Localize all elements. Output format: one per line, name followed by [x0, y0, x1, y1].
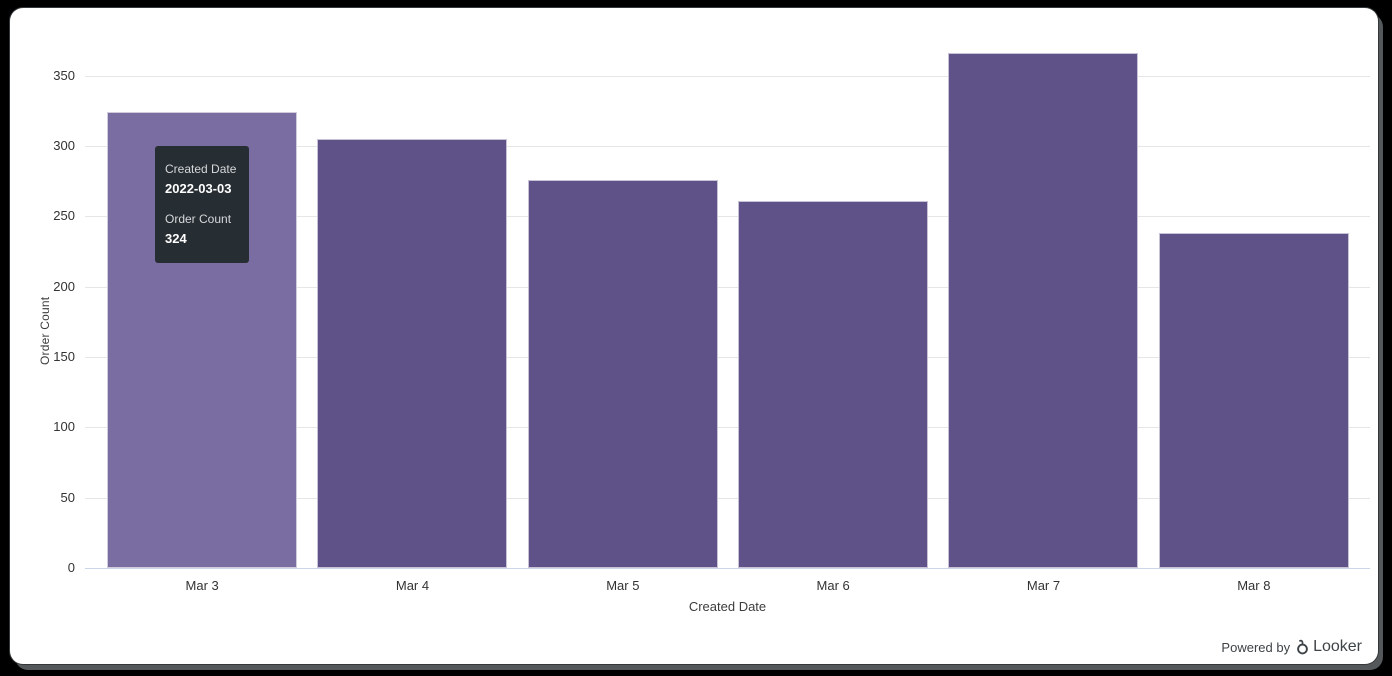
chart-panel: Order Count 0 50 100 150 200 250 300 350 Mar 3 M…	[10, 8, 1378, 664]
tooltip-value: 324	[165, 231, 187, 246]
tooltip-group-date: Created Date 2022-03-03	[165, 160, 239, 198]
bar-mar-7[interactable]	[948, 53, 1139, 568]
tooltip-label: Created Date	[165, 162, 237, 176]
bar-mar-4[interactable]	[317, 139, 508, 568]
x-tick-label-mar-5: Mar 5	[606, 578, 640, 593]
powered-by-text: Powered by	[1221, 639, 1291, 655]
gridline-50	[85, 497, 1370, 499]
tooltip-value: 2022-03-03	[165, 181, 232, 196]
y-tick-label-0: 0	[67, 560, 75, 575]
gridline-100	[85, 427, 1370, 429]
gridline-150	[85, 357, 1370, 359]
tooltip-group-count: Order Count 324	[165, 210, 239, 248]
y-tick-label-50: 50	[60, 489, 75, 505]
looker-logo-icon	[1295, 638, 1310, 656]
y-tick-label-200: 200	[53, 278, 75, 294]
gridline-250	[85, 216, 1370, 218]
x-tick-label-mar-6: Mar 6	[816, 578, 850, 593]
gridline-300	[85, 146, 1370, 148]
y-tick-label-300: 300	[53, 138, 75, 154]
x-axis-line	[85, 568, 1370, 569]
bar-mar-8[interactable]	[1158, 233, 1349, 568]
y-tick-label-150: 150	[53, 349, 75, 365]
tooltip-label: Order Count	[165, 212, 232, 226]
x-tick-label-mar-3: Mar 3	[185, 578, 219, 593]
bar-mar-5[interactable]	[527, 179, 718, 568]
y-tick-label-350: 350	[53, 67, 75, 83]
y-tick-label-100: 100	[53, 419, 75, 435]
gridline-200	[85, 286, 1370, 288]
x-tick-label-mar-8: Mar 8	[1237, 578, 1271, 593]
powered-by-looker-link[interactable]: Powered by Looker	[1221, 638, 1362, 656]
bar-mar-6[interactable]	[738, 200, 929, 568]
x-axis-title: Created Date	[688, 599, 767, 614]
y-tick-label-250: 250	[53, 208, 75, 224]
gridline-350	[85, 75, 1370, 77]
x-tick-label-mar-7: Mar 7	[1026, 578, 1061, 593]
x-tick-label-mar-4: Mar 4	[395, 578, 430, 593]
tooltip: Created Date 2022-03-03 Order Count 324	[155, 146, 249, 263]
looker-brand-text: Looker	[1313, 638, 1362, 655]
